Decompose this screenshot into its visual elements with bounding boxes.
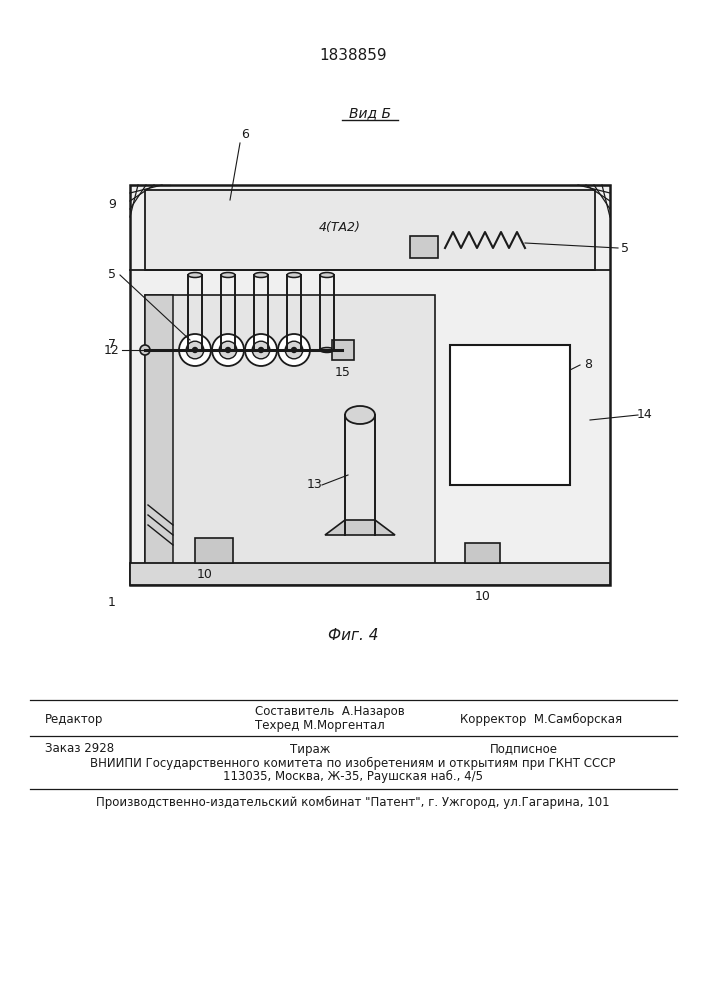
Circle shape <box>291 348 296 353</box>
Text: Техред М.Моргентал: Техред М.Моргентал <box>255 720 385 732</box>
Text: 9: 9 <box>108 198 116 212</box>
Ellipse shape <box>320 272 334 277</box>
Bar <box>130 563 610 585</box>
Bar <box>145 295 435 567</box>
Text: 13: 13 <box>307 479 323 491</box>
Polygon shape <box>325 520 395 535</box>
Ellipse shape <box>287 348 301 353</box>
Text: 10: 10 <box>475 590 491 603</box>
Circle shape <box>219 341 237 359</box>
Ellipse shape <box>221 348 235 353</box>
Bar <box>145 295 173 567</box>
Text: 1838859: 1838859 <box>319 47 387 62</box>
Text: 10: 10 <box>197 568 213 582</box>
Text: Вид Б: Вид Б <box>349 106 391 120</box>
Circle shape <box>226 348 230 353</box>
Circle shape <box>140 345 150 355</box>
Text: 12: 12 <box>104 344 120 357</box>
Ellipse shape <box>221 272 235 277</box>
Text: 5: 5 <box>108 268 116 282</box>
Text: Тираж: Тираж <box>290 742 330 756</box>
Ellipse shape <box>188 272 202 277</box>
Ellipse shape <box>345 406 375 424</box>
Circle shape <box>245 334 277 366</box>
Circle shape <box>179 334 211 366</box>
Text: Корректор  М.Самборская: Корректор М.Самборская <box>460 712 622 726</box>
Ellipse shape <box>188 348 202 353</box>
Text: 15: 15 <box>335 365 351 378</box>
Text: 7: 7 <box>108 338 116 352</box>
Text: Фиг. 4: Фиг. 4 <box>328 628 378 643</box>
Text: 5: 5 <box>621 241 629 254</box>
Text: 8: 8 <box>584 359 592 371</box>
Text: 1: 1 <box>108 596 116 609</box>
Text: ВНИИПИ Государственного комитета по изобретениям и открытиям при ГКНТ СССР: ВНИИПИ Государственного комитета по изоб… <box>90 756 616 770</box>
Bar <box>195 538 233 563</box>
Text: Заказ 2928: Заказ 2928 <box>45 742 114 756</box>
Bar <box>130 185 610 585</box>
Text: Редактор: Редактор <box>45 712 103 726</box>
Text: 4(ТА2): 4(ТА2) <box>319 222 361 234</box>
Ellipse shape <box>320 348 334 353</box>
Text: 113035, Москва, Ж-35, Раушская наб., 4/5: 113035, Москва, Ж-35, Раушская наб., 4/5 <box>223 769 483 783</box>
Bar <box>145 190 595 270</box>
Bar <box>332 340 354 360</box>
Circle shape <box>259 348 264 353</box>
Bar <box>450 345 570 485</box>
Bar <box>410 236 438 258</box>
Text: Производственно-издательский комбинат "Патент", г. Ужгород, ул.Гагарина, 101: Производственно-издательский комбинат "П… <box>96 795 610 809</box>
Circle shape <box>212 334 244 366</box>
Text: Составитель  А.Назаров: Составитель А.Назаров <box>255 706 404 718</box>
Circle shape <box>278 334 310 366</box>
Text: 6: 6 <box>241 128 249 141</box>
Text: Подписное: Подписное <box>490 742 558 756</box>
Circle shape <box>186 341 204 359</box>
Circle shape <box>192 348 197 353</box>
Ellipse shape <box>254 272 268 277</box>
Ellipse shape <box>254 348 268 353</box>
Circle shape <box>252 341 270 359</box>
Circle shape <box>285 341 303 359</box>
Bar <box>465 543 500 563</box>
Text: 14: 14 <box>637 408 653 422</box>
Ellipse shape <box>287 272 301 277</box>
